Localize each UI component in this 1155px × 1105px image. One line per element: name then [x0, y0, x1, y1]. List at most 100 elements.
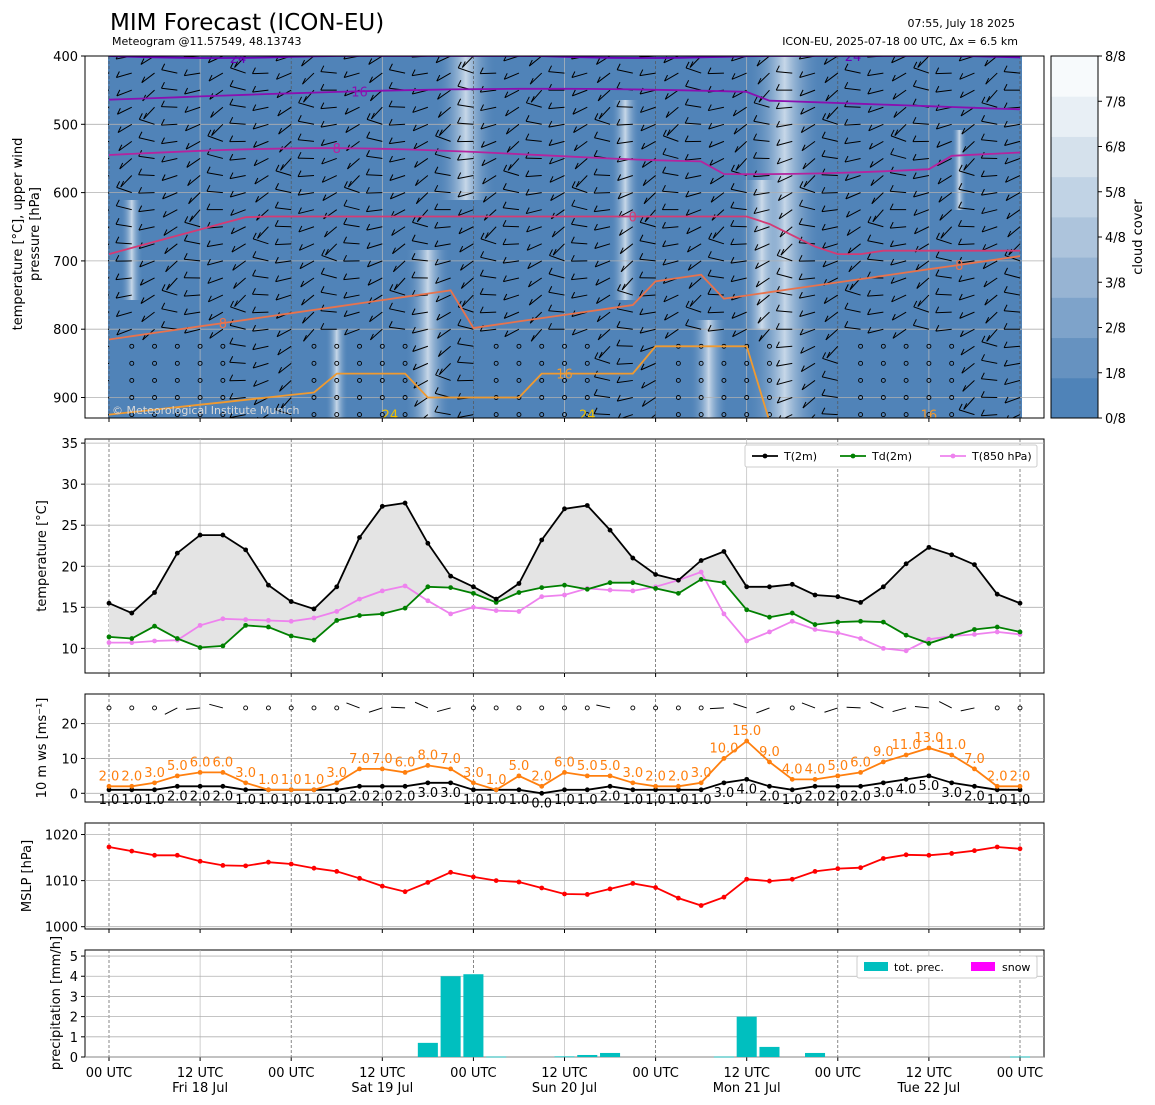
wind-barb — [403, 56, 406, 57]
data-label: 5.0 — [167, 759, 188, 774]
data-label: 3.0 — [326, 766, 347, 781]
wind-barb-flag — [484, 232, 489, 239]
wind-barb-flag — [411, 271, 416, 278]
series-point — [402, 783, 408, 789]
wind-barb — [483, 209, 497, 221]
wind-barb — [708, 275, 724, 279]
wind-barb-flag — [707, 251, 712, 258]
wind-barb — [389, 289, 406, 296]
wind-barb — [777, 254, 793, 262]
wind-barb — [616, 326, 633, 330]
wind-panel: 1.0 1.0 1.0 2.0 2.0 2.0 1.0 1.0 1.0 1.0 1.0 2.0 2.0 2… — [35, 693, 1045, 811]
calm-wind-marker — [926, 360, 932, 366]
y-tick-label: 25 — [61, 519, 78, 534]
wind-barb-flag — [185, 142, 190, 150]
series-point — [744, 607, 750, 613]
series-point — [311, 865, 317, 871]
wind-barb-flag — [1005, 194, 1010, 201]
calm-wind-marker — [721, 377, 727, 383]
series-point — [994, 591, 1000, 597]
wind-barb — [1008, 243, 1021, 256]
y-tick-label: 1020 — [45, 829, 78, 844]
wind-barb-flag — [662, 129, 667, 137]
wind-barb-flag — [302, 317, 306, 324]
wind-barb-flag — [889, 221, 894, 229]
series-point — [994, 624, 1000, 630]
wind-barb-flag — [388, 302, 393, 310]
calm-wind-marker — [129, 377, 135, 383]
wind-barb-flag — [616, 394, 621, 402]
wind-barb — [733, 106, 747, 117]
calm-wind-marker — [129, 343, 135, 349]
series-point — [949, 851, 955, 856]
data-label: 5.0 — [827, 759, 848, 774]
wind-barb — [687, 260, 702, 271]
wind-barb-flag — [160, 321, 165, 328]
wind-barb-flag — [457, 61, 462, 69]
y-tick-label: 4 — [70, 970, 78, 985]
data-label: 3.0 — [714, 786, 735, 801]
wind-barb-flag — [779, 230, 784, 238]
data-label: 2.0 — [1010, 769, 1031, 784]
wind-barb-flag — [935, 306, 940, 313]
wind-barb-flag — [504, 330, 509, 337]
wind-barb — [938, 192, 952, 203]
data-label: 1.0 — [304, 793, 325, 808]
wind-barb-flag — [1003, 286, 1008, 293]
upper-air-ylabel-line1: temperature [°C], upper wind — [11, 138, 26, 331]
wind-barb-flag — [183, 271, 188, 278]
wind-barb — [276, 328, 292, 338]
wind-barb-flag — [800, 347, 805, 354]
wind-barb-flag — [252, 251, 257, 258]
data-label: 7.0 — [349, 752, 370, 767]
calm-wind-marker — [334, 705, 340, 711]
wind-barb-flag — [274, 256, 279, 264]
legend-marker — [762, 453, 768, 459]
wind-barb-flag — [251, 306, 256, 313]
wind-barb-flag — [753, 207, 758, 214]
wind-barb-flag — [457, 98, 462, 105]
wind-barb-flag — [252, 269, 257, 276]
wind-barb-flag — [139, 260, 144, 268]
wind-barb — [1004, 123, 1021, 128]
wind-barb-flag — [161, 137, 165, 144]
wind-barb — [366, 192, 383, 194]
wind-barb-flag — [507, 164, 512, 171]
wind-barb — [572, 106, 588, 115]
series-point — [721, 756, 727, 761]
wind-barb-flag — [958, 403, 963, 411]
calm-wind-marker — [516, 377, 522, 383]
series-point — [607, 783, 613, 789]
wind-barb — [733, 703, 747, 709]
series-point — [812, 627, 818, 632]
wind-barb — [525, 139, 542, 142]
wind-barb — [346, 140, 360, 152]
wind-barb — [162, 209, 178, 218]
series-point — [630, 580, 636, 586]
calm-wind-marker — [129, 705, 135, 711]
wind-barb — [1004, 379, 1021, 386]
wind-barb-flag — [343, 71, 348, 78]
wind-barb — [639, 89, 656, 95]
wind-barb-flag — [730, 219, 735, 227]
wind-barb-flag — [1003, 120, 1008, 128]
wind-barb — [734, 141, 748, 153]
wind-barb-flag — [755, 280, 760, 288]
wind-barb — [685, 67, 702, 74]
wind-barb — [688, 277, 702, 289]
wind-barb — [161, 140, 178, 145]
wind-barb-flag — [980, 133, 985, 140]
wind-barb — [321, 254, 337, 262]
wind-barb — [756, 707, 770, 714]
series-point — [903, 752, 909, 758]
series-point — [949, 752, 955, 758]
calm-wind-marker — [334, 377, 340, 383]
series-point — [972, 562, 977, 568]
wind-barb — [298, 226, 315, 233]
time-tick-label: 00 UTC — [450, 1066, 496, 1081]
wind-barb-flag — [115, 254, 120, 262]
wind-barb — [164, 707, 178, 715]
wind-barb-flag — [912, 153, 917, 161]
wind-barb-flag — [460, 282, 465, 289]
wind-barb — [912, 122, 929, 125]
